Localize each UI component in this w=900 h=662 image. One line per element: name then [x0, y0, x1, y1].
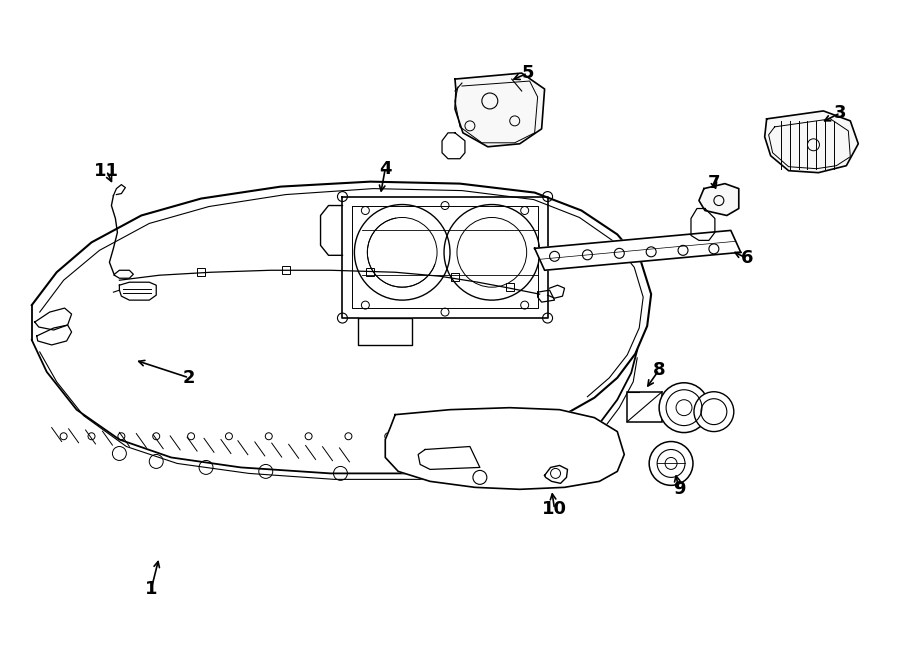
- Text: 6: 6: [741, 250, 753, 267]
- Text: 11: 11: [94, 162, 119, 179]
- Polygon shape: [765, 111, 859, 173]
- Polygon shape: [418, 446, 480, 469]
- Text: 8: 8: [652, 361, 665, 379]
- Text: 7: 7: [707, 173, 720, 191]
- Polygon shape: [699, 183, 739, 216]
- Text: 3: 3: [834, 104, 847, 122]
- Text: 5: 5: [521, 64, 534, 82]
- Bar: [506, 283, 514, 291]
- Polygon shape: [535, 230, 741, 270]
- Circle shape: [659, 383, 709, 432]
- Text: 4: 4: [379, 160, 392, 177]
- Bar: [197, 268, 205, 276]
- Text: 2: 2: [183, 369, 195, 387]
- Bar: [282, 266, 290, 274]
- Polygon shape: [385, 408, 625, 489]
- Polygon shape: [455, 73, 544, 147]
- Circle shape: [649, 442, 693, 485]
- Circle shape: [694, 392, 733, 432]
- Text: 9: 9: [673, 481, 685, 498]
- Bar: [366, 268, 374, 276]
- Bar: [451, 273, 459, 281]
- Polygon shape: [358, 318, 412, 345]
- Text: 1: 1: [145, 580, 158, 598]
- Bar: [627, 392, 662, 422]
- Text: 10: 10: [542, 500, 567, 518]
